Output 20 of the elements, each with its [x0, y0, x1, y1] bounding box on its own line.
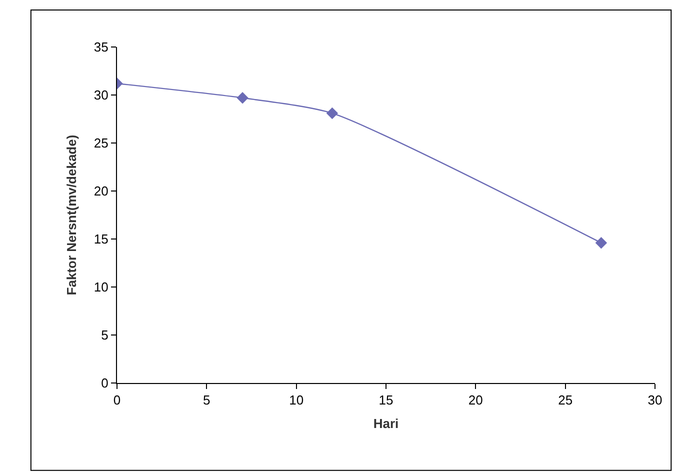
- x-tick-label: 15: [378, 392, 394, 408]
- y-tick-label: 0: [101, 376, 108, 391]
- y-tick-label: 30: [94, 88, 108, 103]
- y-axis-title: Faktor Nersnt(mv/dekade): [64, 134, 79, 296]
- y-tick-label: 20: [94, 184, 108, 199]
- x-tick-label: 30: [648, 392, 662, 408]
- y-tick-label: 15: [94, 232, 108, 247]
- y-tick-label: 35: [94, 40, 108, 55]
- y-tick-label: 25: [94, 136, 108, 151]
- x-tick-label: 20: [468, 392, 483, 408]
- point: [595, 236, 608, 249]
- x-axis-title: Hari: [373, 416, 399, 432]
- x-tick-label: 0: [113, 392, 121, 408]
- y-tick-label: 5: [101, 328, 108, 343]
- x-tick-label: 5: [203, 392, 210, 408]
- x-tick-label: 10: [289, 392, 304, 408]
- y-tick-label: 10: [94, 280, 108, 295]
- point: [326, 107, 338, 120]
- x-tick-label: 25: [558, 392, 573, 408]
- point: [236, 92, 248, 104]
